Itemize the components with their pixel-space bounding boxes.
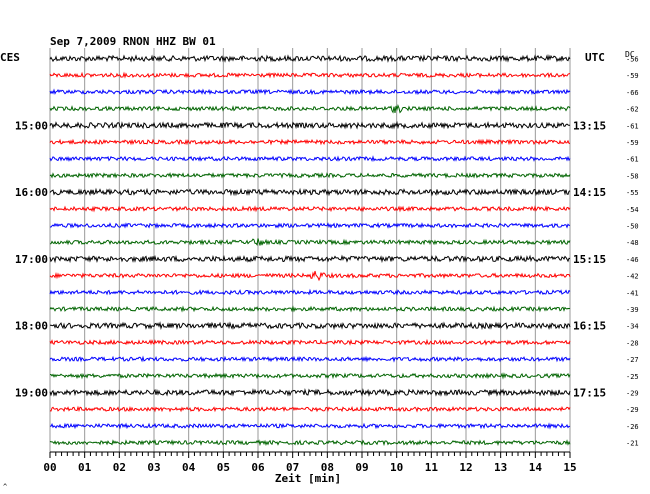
- right-hour-label: 14:15: [573, 186, 606, 199]
- right-hour-label: 13:15: [573, 119, 606, 132]
- dc-offset-label: -54: [626, 206, 639, 214]
- dc-offset-label: -55: [626, 189, 639, 197]
- right-timezone-label: UTC: [585, 51, 605, 64]
- x-axis-label: Zeit [min]: [275, 472, 341, 485]
- right-hour-label: 17:15: [573, 387, 606, 400]
- dc-offset-label: -48: [626, 239, 639, 247]
- left-timezone-label: CES: [0, 51, 20, 64]
- seismic-trace: [49, 439, 571, 447]
- seismic-trace: [49, 187, 571, 197]
- x-tick-label: 13: [494, 461, 507, 474]
- x-tick-label: 07: [286, 461, 299, 474]
- seismic-trace: [49, 205, 571, 213]
- dc-offset-label: -42: [626, 273, 639, 281]
- x-tick-label: 14: [529, 461, 543, 474]
- x-tick-label: 10: [390, 461, 403, 474]
- right-hour-label: 16:15: [573, 320, 606, 333]
- left-hour-label: 17:00: [15, 253, 48, 266]
- footer-mark: ^: [3, 483, 7, 491]
- seismic-trace: [49, 238, 571, 246]
- seismic-trace: [49, 71, 571, 79]
- dc-offset-label: -27: [626, 356, 639, 364]
- seismic-trace: [49, 372, 571, 380]
- x-tick-label: 09: [355, 461, 368, 474]
- seismic-trace: [49, 254, 571, 264]
- dc-offset-label: -28: [626, 339, 639, 347]
- seismic-trace: [49, 387, 571, 397]
- seismic-trace: [49, 355, 571, 363]
- seismic-trace: [49, 138, 571, 146]
- seismic-trace: [49, 103, 571, 114]
- dc-offset-label: -34: [626, 323, 639, 331]
- x-tick-label: 12: [459, 461, 472, 474]
- seismic-trace: [49, 405, 571, 413]
- dc-offset-label: -50: [626, 223, 639, 231]
- seismic-trace: [49, 222, 571, 230]
- dc-offset-label: -29: [626, 390, 639, 398]
- dc-offset-label: -62: [626, 106, 639, 114]
- left-hour-label: 19:00: [15, 387, 48, 400]
- seismic-trace: [49, 321, 571, 331]
- dc-offset-label: -59: [626, 139, 639, 147]
- left-hour-label: 16:00: [15, 186, 48, 199]
- dc-offset-label: -21: [626, 440, 639, 448]
- seismic-trace: [49, 422, 571, 430]
- dc-offset-label: -29: [626, 406, 639, 414]
- chart-title: Sep 7,2009 RNON HHZ BW 01: [50, 35, 216, 48]
- dc-offset-label: -39: [626, 306, 639, 314]
- dc-header-label: DC: [625, 50, 635, 59]
- seismic-trace: [49, 270, 571, 282]
- x-tick-label: 06: [251, 461, 265, 474]
- x-tick-label: 03: [147, 461, 160, 474]
- x-tick-label: 01: [78, 461, 92, 474]
- dc-offset-label: -56: [626, 56, 639, 64]
- right-hour-label: 15:15: [573, 253, 606, 266]
- x-tick-label: 02: [113, 461, 126, 474]
- left-hour-label: 18:00: [15, 320, 48, 333]
- x-tick-label: 15: [563, 461, 576, 474]
- dc-offset-label: -59: [626, 72, 639, 80]
- seismic-trace: [49, 171, 571, 179]
- seismic-trace: [49, 155, 571, 163]
- left-hour-label: 15:00: [15, 119, 48, 132]
- x-tick-label: 04: [182, 461, 196, 474]
- x-tick-label: 08: [321, 461, 334, 474]
- x-tick-label: 00: [43, 461, 56, 474]
- seismic-trace: [49, 288, 571, 296]
- seismic-trace: [49, 54, 571, 63]
- dc-offset-label: -25: [626, 373, 639, 381]
- seismic-trace: [49, 120, 571, 130]
- dc-offset-label: -58: [626, 172, 639, 180]
- seismic-trace: [49, 88, 571, 96]
- x-tick-label: 05: [217, 461, 230, 474]
- seismic-trace: [49, 338, 571, 346]
- seismic-trace: [49, 305, 571, 313]
- x-tick-label: 11: [425, 461, 439, 474]
- dc-offset-label: -41: [626, 289, 639, 297]
- dc-offset-label: -46: [626, 256, 639, 264]
- dc-offset-label: -61: [626, 156, 639, 164]
- dc-offset-label: -26: [626, 423, 639, 431]
- dc-offset-label: -66: [626, 89, 639, 97]
- dc-offset-label: -61: [626, 122, 639, 130]
